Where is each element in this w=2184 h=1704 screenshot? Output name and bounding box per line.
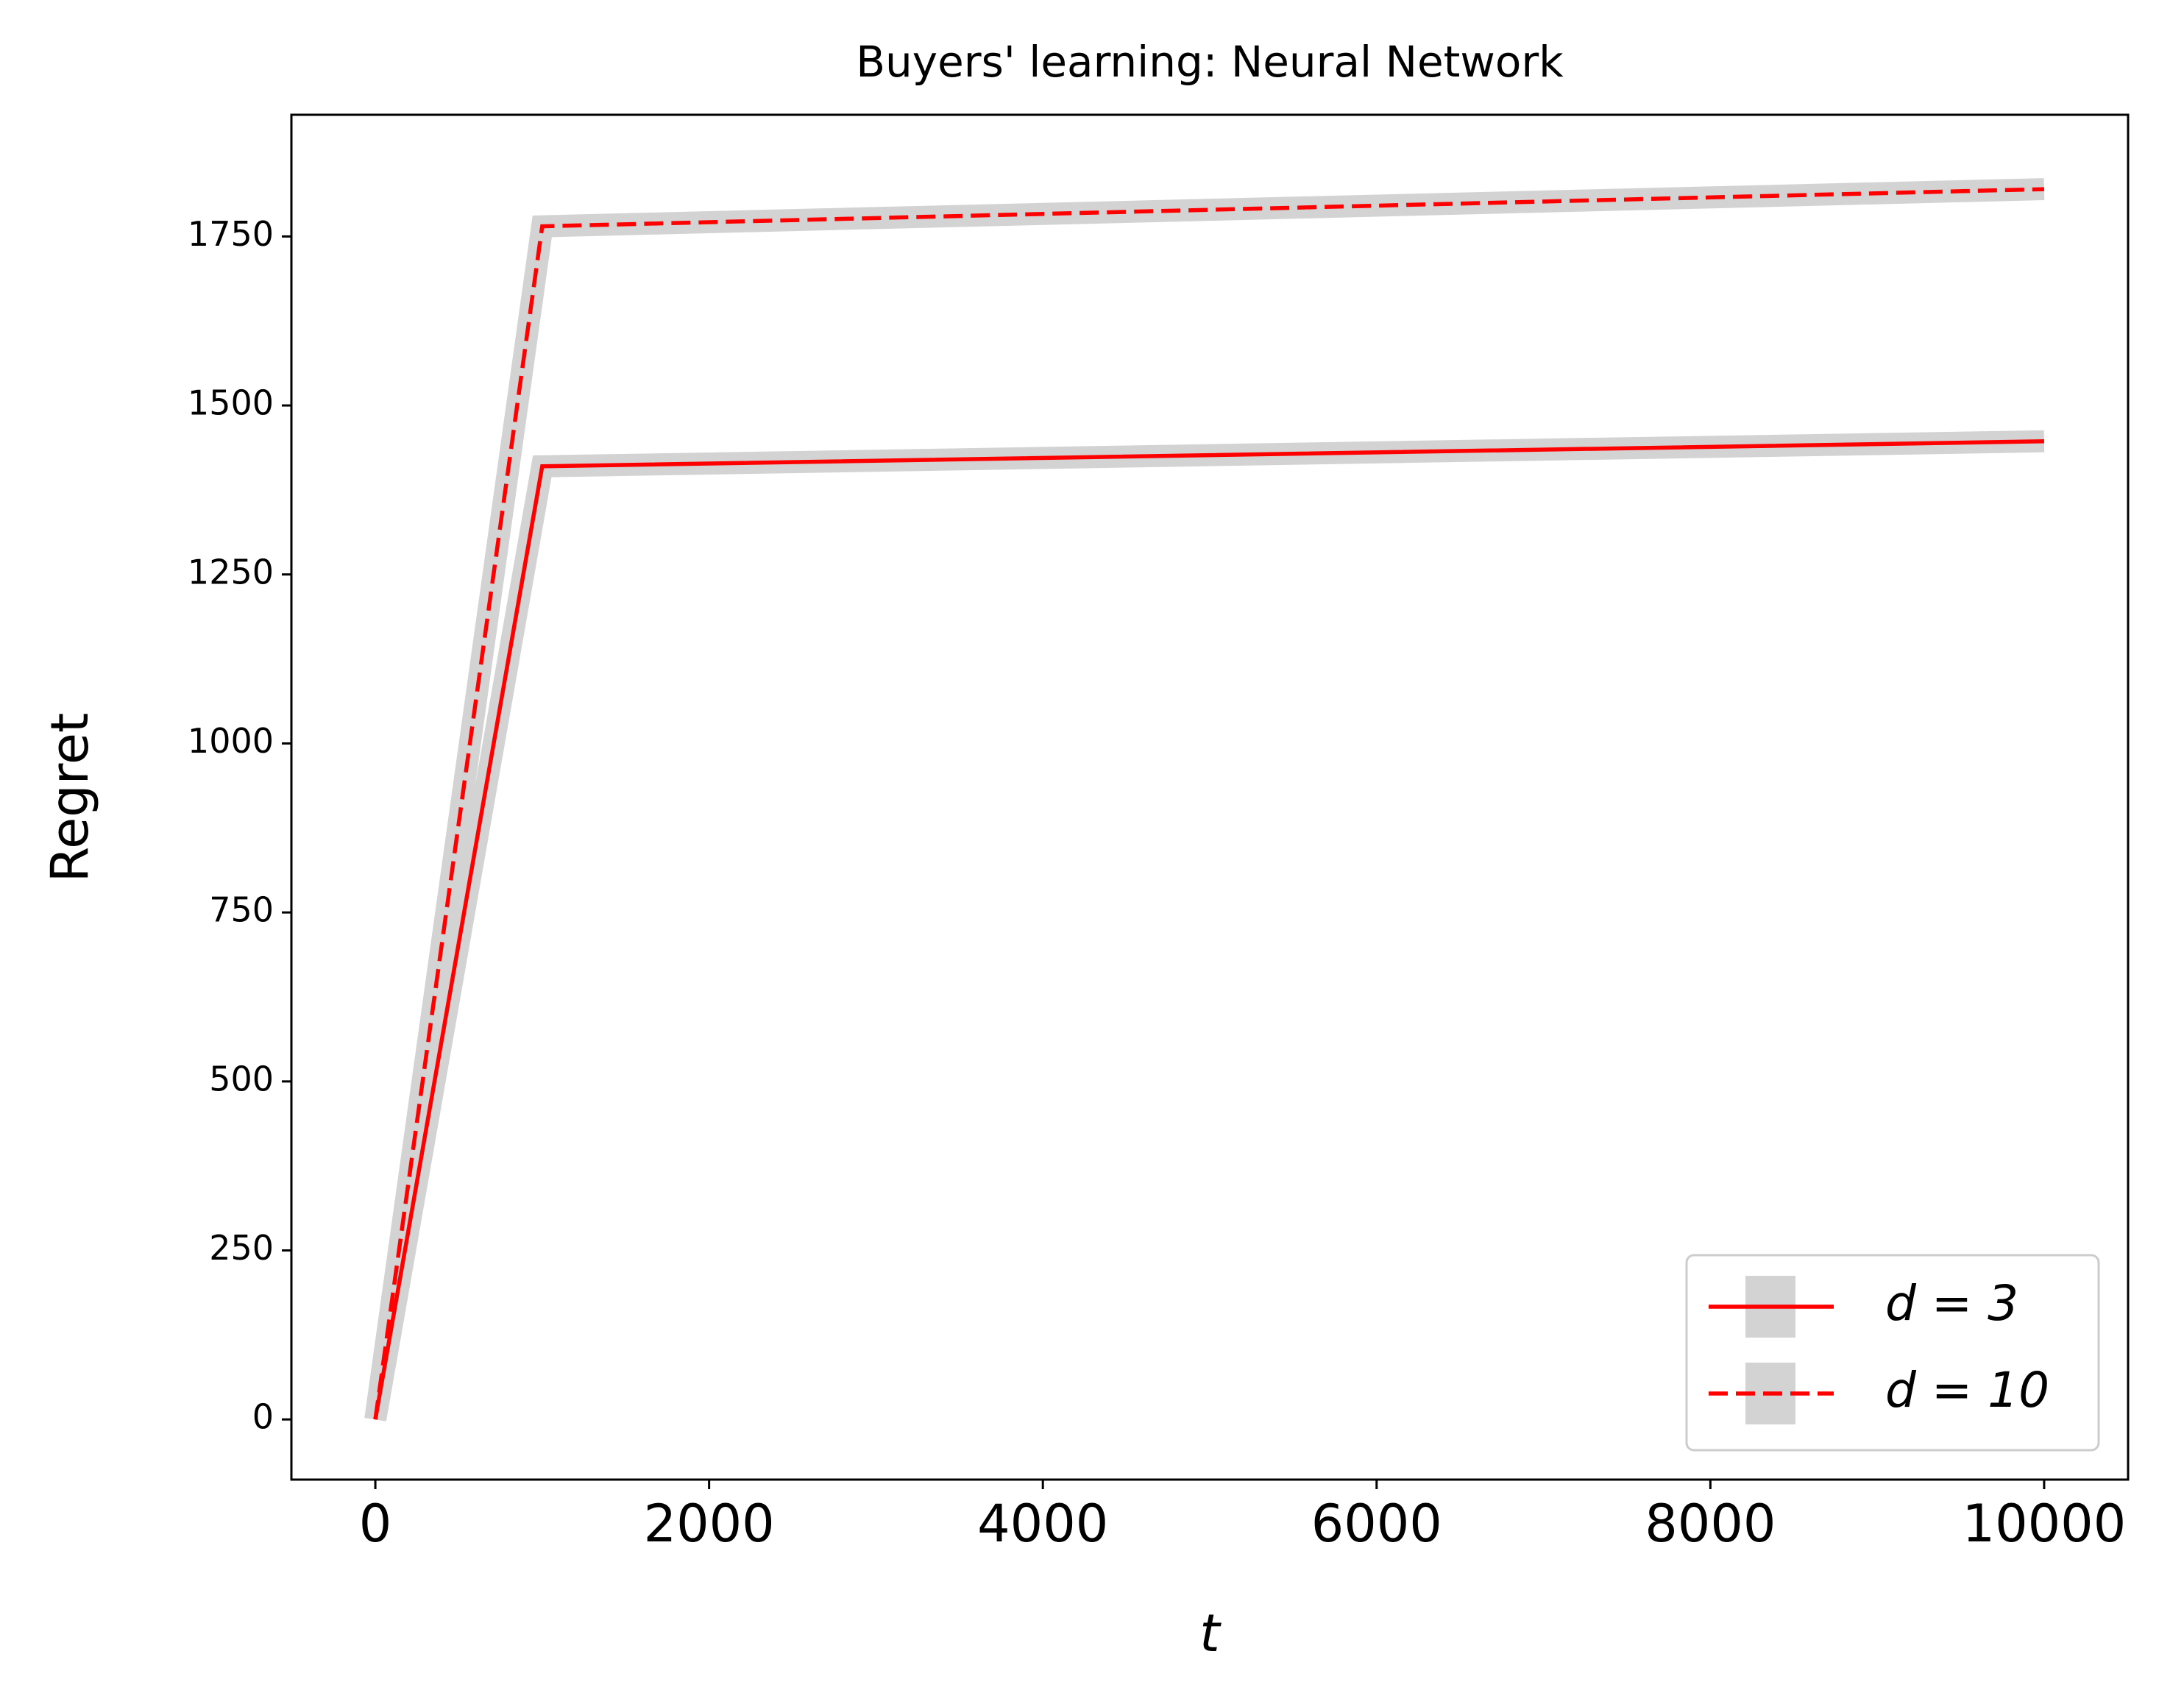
- y-tick-label: 750: [209, 890, 274, 930]
- x-tick-label: 6000: [1311, 1494, 1442, 1554]
- y-tick-label: 1750: [188, 214, 274, 254]
- y-tick-label: 500: [209, 1059, 274, 1098]
- x-tick-label: 0: [359, 1494, 392, 1554]
- x-tick-label: 2000: [644, 1494, 775, 1554]
- x-axis-label: t: [1199, 1603, 1222, 1664]
- y-tick-label: 250: [209, 1228, 274, 1268]
- y-tick-label: 0: [252, 1397, 274, 1437]
- plot-frame: [290, 113, 2130, 1481]
- legend-label: d = 3: [1885, 1275, 2018, 1332]
- y-axis-label: Regret: [40, 713, 100, 883]
- x-tick-label: 8000: [1645, 1494, 1776, 1554]
- x-tick-label: 4000: [977, 1494, 1108, 1554]
- y-tick-label: 1250: [188, 552, 274, 592]
- y-tick-label: 1500: [188, 383, 274, 423]
- x-tick-label: 10000: [1963, 1494, 2127, 1554]
- y-tick-label: 1000: [188, 721, 274, 761]
- series-line: [373, 187, 2044, 1420]
- legend-label: d = 10: [1885, 1362, 2049, 1419]
- series-line: [373, 439, 2044, 1420]
- chart-title: Buyers' learning: Neural Network: [856, 37, 1564, 87]
